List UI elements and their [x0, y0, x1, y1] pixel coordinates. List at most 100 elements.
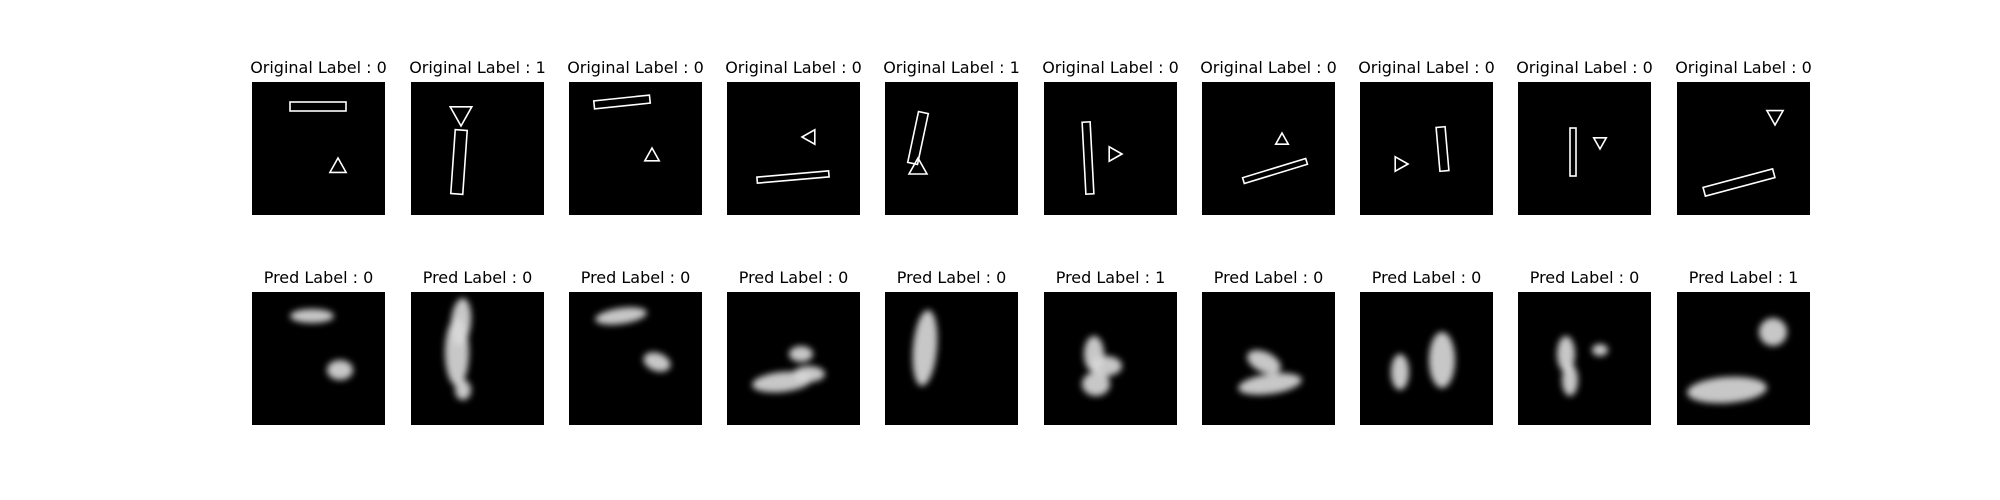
- original-image-canvas: [289, 101, 348, 174]
- bar-outline: [1435, 125, 1450, 173]
- original-image: [1518, 82, 1651, 215]
- original-image: [411, 82, 544, 215]
- predicted-blob: [643, 352, 671, 372]
- bar-outline: [449, 128, 469, 196]
- original-label: Original Label : 0: [1042, 58, 1179, 77]
- original-image-canvas: [1702, 109, 1785, 198]
- original-label: Original Label : 1: [409, 58, 546, 77]
- predicted-image-canvas: [912, 310, 938, 386]
- predicted-blob: [912, 310, 938, 386]
- bar-outline: [592, 94, 652, 110]
- original-image: [569, 82, 702, 215]
- triangle-outline: [1274, 131, 1290, 146]
- predicted-label: Pred Label : 0: [896, 268, 1007, 287]
- predicted-image-canvas: [1687, 318, 1787, 404]
- bar-outline: [1702, 167, 1776, 198]
- predicted-blob: [1247, 350, 1281, 374]
- triangle-outline: [643, 146, 661, 162]
- predicted-blob: [1090, 356, 1122, 376]
- predicted-blob: [327, 360, 353, 380]
- predicted-image: [1360, 292, 1493, 425]
- original-image-canvas: [448, 105, 474, 196]
- predicted-image-canvas: [290, 309, 353, 380]
- triangle-outline: [800, 128, 816, 146]
- predicted-blob: [1429, 332, 1455, 388]
- original-image: [1677, 82, 1810, 215]
- predicted-blob: [1238, 373, 1302, 395]
- predicted-label: Pred Label : 0: [580, 268, 691, 287]
- bar-outline: [906, 110, 930, 166]
- predicted-blob: [1687, 376, 1767, 404]
- predicted-label: Pred Label : 0: [1371, 268, 1482, 287]
- predicted-label: Pred Label : 0: [1213, 268, 1324, 287]
- predicted-blob: [455, 380, 471, 400]
- original-image: [1202, 82, 1335, 215]
- bar-outline: [756, 170, 830, 184]
- original-image: [1360, 82, 1493, 215]
- bar-outline: [1241, 157, 1309, 185]
- predicted-label: Pred Label : 0: [422, 268, 533, 287]
- predicted-label: Pred Label : 1: [1688, 268, 1799, 287]
- predicted-blob: [1082, 372, 1110, 396]
- predicted-image-canvas: [445, 298, 472, 400]
- original-label: Original Label : 0: [1516, 58, 1653, 77]
- original-label: Original Label : 0: [1200, 58, 1337, 77]
- triangle-outline: [1592, 136, 1608, 151]
- predicted-blob: [1391, 354, 1409, 390]
- predicted-image-canvas: [595, 307, 671, 372]
- predicted-image-canvas: [1238, 350, 1302, 395]
- original-image-canvas: [1241, 131, 1309, 185]
- predicted-label: Pred Label : 1: [1055, 268, 1166, 287]
- predicted-blob: [1562, 364, 1578, 396]
- predicted-blob: [793, 366, 825, 382]
- triangle-outline: [1108, 145, 1124, 163]
- predicted-image-canvas: [1557, 336, 1608, 396]
- predicted-label: Pred Label : 0: [738, 268, 849, 287]
- original-image: [252, 82, 385, 215]
- original-image: [885, 82, 1018, 215]
- original-label: Original Label : 0: [1358, 58, 1495, 77]
- predicted-image-canvas: [752, 346, 825, 393]
- predicted-image: [411, 292, 544, 425]
- predicted-blob: [445, 318, 469, 386]
- bar-outline: [1569, 127, 1577, 177]
- original-image-canvas: [906, 110, 930, 175]
- original-image-canvas: [1394, 125, 1450, 173]
- predicted-image: [1518, 292, 1651, 425]
- bar-outline: [289, 101, 347, 112]
- predicted-image: [252, 292, 385, 425]
- triangle-outline: [448, 105, 474, 128]
- bar-outline: [1081, 120, 1095, 196]
- original-image: [727, 82, 860, 215]
- triangle-outline: [907, 156, 929, 175]
- predicted-image: [1677, 292, 1810, 425]
- predicted-image-canvas: [1391, 332, 1455, 390]
- original-label: Original Label : 0: [725, 58, 862, 77]
- predicted-image: [727, 292, 860, 425]
- predicted-blob: [290, 309, 334, 323]
- predicted-image: [569, 292, 702, 425]
- original-label: Original Label : 0: [1675, 58, 1812, 77]
- triangle-outline: [1765, 109, 1785, 127]
- predicted-blob: [1759, 318, 1787, 346]
- triangle-outline: [1394, 155, 1410, 173]
- triangle-outline: [328, 156, 348, 174]
- predicted-label: Pred Label : 0: [1529, 268, 1640, 287]
- predicted-blob: [595, 307, 647, 325]
- predicted-image: [1044, 292, 1177, 425]
- original-image-canvas: [592, 94, 661, 162]
- predicted-image: [885, 292, 1018, 425]
- original-image-canvas: [1569, 127, 1608, 177]
- original-image-canvas: [756, 128, 830, 184]
- predicted-image: [1202, 292, 1335, 425]
- original-label: Original Label : 0: [250, 58, 387, 77]
- original-image-canvas: [1081, 120, 1124, 196]
- original-image: [1044, 82, 1177, 215]
- original-label: Original Label : 0: [567, 58, 704, 77]
- original-label: Original Label : 1: [883, 58, 1020, 77]
- predicted-blob: [1557, 336, 1575, 372]
- predicted-image-canvas: [1082, 336, 1122, 396]
- predicted-blob: [1592, 344, 1608, 356]
- predicted-blob: [789, 346, 813, 362]
